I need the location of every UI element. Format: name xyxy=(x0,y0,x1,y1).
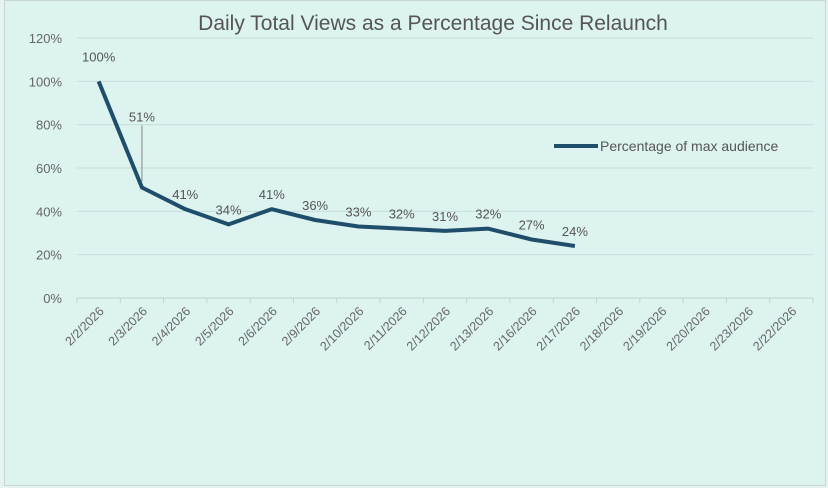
legend: Percentage of max audience xyxy=(554,138,778,154)
legend-label: Percentage of max audience xyxy=(600,138,778,154)
data-label: 32% xyxy=(475,207,501,222)
gridlines xyxy=(77,37,813,299)
x-tick-label: 2/4/2026 xyxy=(149,304,193,348)
chart-title: Daily Total Views as a Percentage Since … xyxy=(198,12,668,35)
y-tick-label: 60% xyxy=(36,161,62,176)
x-tick-label: 2/22/2026 xyxy=(750,304,799,353)
x-axis-ticks: 2/2/20262/3/20262/4/20262/5/20262/6/2026… xyxy=(62,298,814,353)
x-tick-label: 2/20/2026 xyxy=(664,304,713,353)
y-tick-label: 100% xyxy=(29,74,63,89)
data-label: 100% xyxy=(82,49,116,64)
x-tick-label: 2/16/2026 xyxy=(490,304,539,353)
x-tick-label: 2/5/2026 xyxy=(192,304,236,348)
data-label: 34% xyxy=(216,202,242,217)
y-tick-label: 80% xyxy=(36,118,62,133)
x-tick-label: 2/18/2026 xyxy=(577,304,626,353)
series-line xyxy=(96,80,576,248)
x-tick-label: 2/6/2026 xyxy=(236,304,280,348)
data-label: 31% xyxy=(432,209,458,224)
data-label: 27% xyxy=(519,218,545,233)
y-tick-label: 0% xyxy=(43,291,62,306)
x-tick-label: 2/2/2026 xyxy=(62,304,106,348)
data-label: 41% xyxy=(172,187,198,202)
y-tick-label: 20% xyxy=(36,248,62,263)
x-tick-label: 2/3/2026 xyxy=(106,304,150,348)
data-label: 32% xyxy=(389,207,415,222)
data-label: 33% xyxy=(345,205,371,220)
x-tick-label: 2/12/2026 xyxy=(404,304,453,353)
y-tick-label: 40% xyxy=(36,204,62,219)
x-tick-label: 2/17/2026 xyxy=(534,304,583,353)
y-axis-ticks: 0% 20% 40% 60% 80% 100% 120% xyxy=(29,31,63,306)
data-label: 51% xyxy=(129,110,155,125)
data-label: 24% xyxy=(562,224,588,239)
x-tick-label: 2/13/2026 xyxy=(447,304,496,353)
x-tick-label: 2/23/2026 xyxy=(707,304,756,353)
x-tick-label: 2/19/2026 xyxy=(620,304,669,353)
data-label: 36% xyxy=(302,198,328,213)
data-labels: 100% 51% 41% 34% 41% 36% 33% 32% 31% 32% 27% 24% xyxy=(82,49,588,247)
x-tick-label: 2/10/2026 xyxy=(317,304,366,353)
x-tick-label: 2/11/2026 xyxy=(361,304,410,353)
data-label: 41% xyxy=(259,187,285,202)
y-tick-label: 120% xyxy=(29,31,63,46)
x-tick-label: 2/9/2026 xyxy=(279,304,323,348)
